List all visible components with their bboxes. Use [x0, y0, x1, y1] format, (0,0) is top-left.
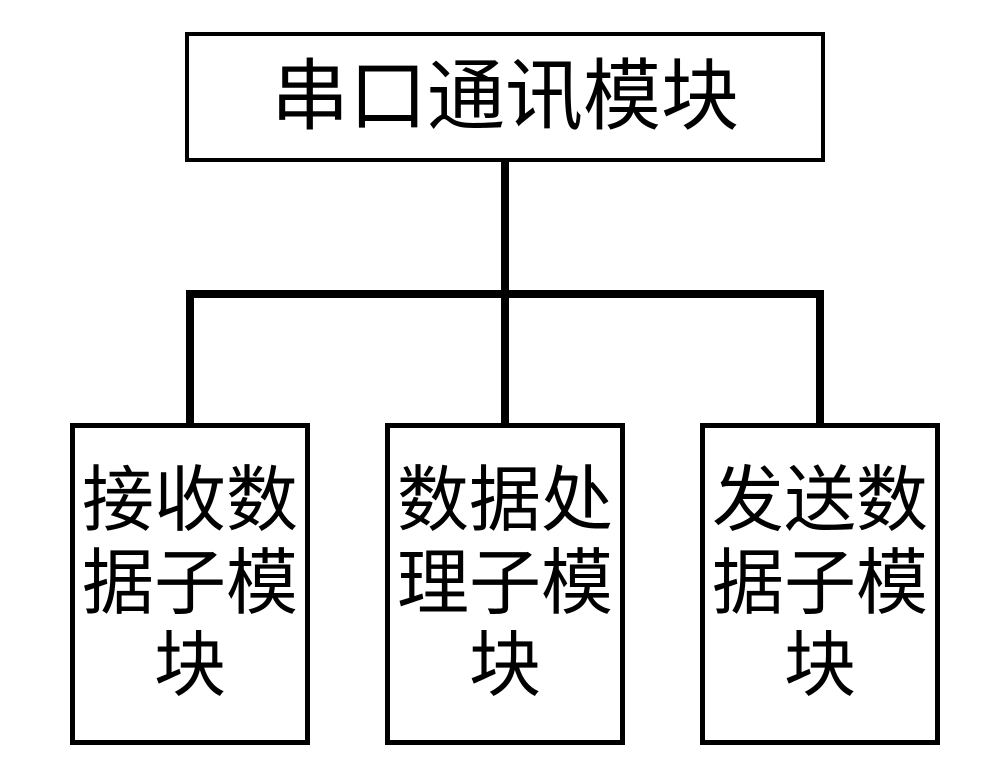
- child-node-label: 接收数据子模块: [82, 460, 298, 708]
- child-node-box: 发送数据子模块: [700, 423, 940, 745]
- connector-drop-left: [186, 290, 194, 423]
- child-node-box: 数据处理子模块: [385, 423, 625, 745]
- parent-node-box: 串口通讯模块: [185, 32, 825, 162]
- connector-trunk: [501, 162, 509, 290]
- connector-drop-center: [501, 290, 509, 423]
- child-node-box: 接收数据子模块: [70, 423, 310, 745]
- connector-drop-right: [816, 290, 824, 423]
- child-node-label: 发送数据子模块: [712, 460, 928, 708]
- child-node-label: 数据处理子模块: [397, 460, 613, 708]
- parent-node-label: 串口通讯模块: [271, 52, 739, 142]
